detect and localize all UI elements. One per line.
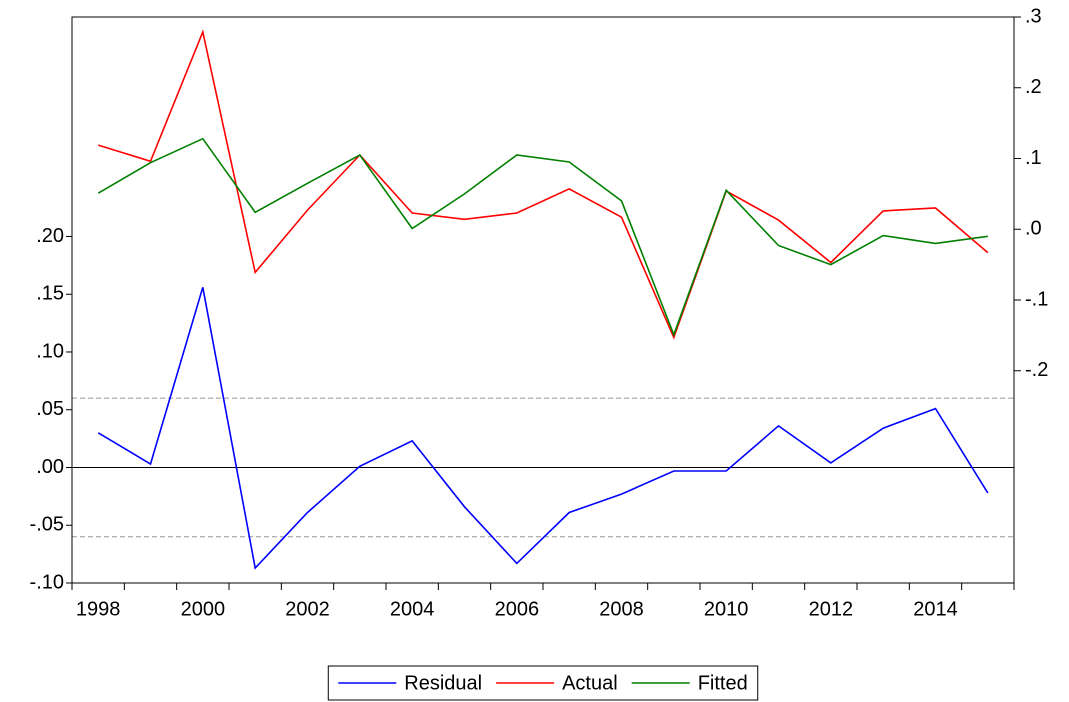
y-tick-label: .05 — [36, 398, 64, 420]
y2-tick-label: .3 — [1025, 5, 1042, 27]
y-tick-label: -.10 — [30, 571, 64, 593]
x-tick-label: 2010 — [704, 598, 749, 620]
series-line — [97, 287, 989, 570]
x-tick-label: 2000 — [181, 598, 226, 620]
y2-tick-label: .1 — [1025, 147, 1042, 169]
x-tick-label: 2004 — [390, 598, 435, 620]
y2-tick-label: -.1 — [1025, 288, 1048, 310]
x-tick-label: 2014 — [913, 598, 958, 620]
legend-label: Actual — [562, 672, 618, 694]
series-line — [97, 137, 988, 337]
legend-label: Fitted — [698, 672, 748, 694]
y-tick-label: .10 — [36, 340, 64, 362]
y2-tick-label: -.2 — [1025, 359, 1048, 381]
x-tick-label: 1998 — [76, 598, 121, 620]
y2-tick-label: .2 — [1025, 76, 1042, 98]
y-tick-label: .20 — [36, 225, 64, 247]
y-tick-label: -.05 — [30, 514, 64, 536]
x-tick-label: 2008 — [599, 598, 644, 620]
x-tick-label: 2002 — [285, 598, 330, 620]
y-tick-label: .00 — [36, 456, 64, 478]
x-tick-label: 2006 — [495, 598, 540, 620]
series-line — [97, 29, 989, 340]
y2-tick-label: .0 — [1025, 218, 1042, 240]
plot-frame — [71, 16, 1015, 584]
y-tick-label: .15 — [36, 283, 64, 305]
legend: Residual Actual Fitted — [327, 665, 759, 701]
x-tick-label: 2012 — [809, 598, 854, 620]
legend-label: Residual — [404, 672, 482, 694]
